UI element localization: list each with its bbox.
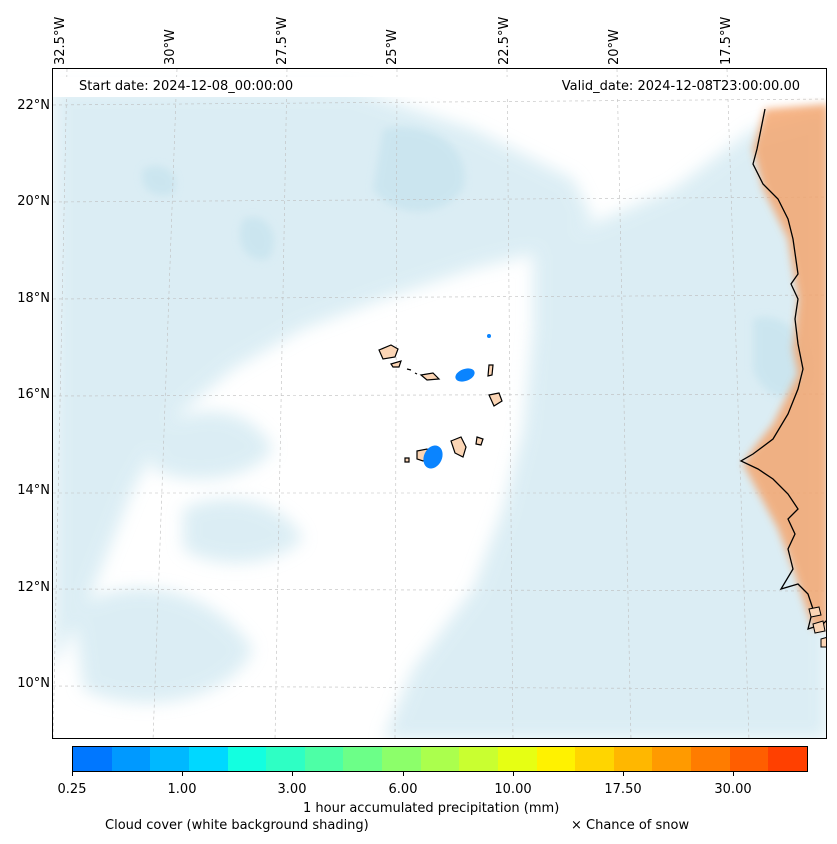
- island-sao-nicolau: [419, 372, 441, 381]
- colorbar-segment-7: [343, 747, 382, 771]
- map-canvas: [53, 69, 826, 738]
- colorbar-segment-14: [613, 747, 653, 771]
- precipitation-colorbar: [72, 746, 808, 772]
- lat-label-18n: 18°N: [17, 291, 50, 306]
- island-santiago: [450, 436, 467, 458]
- colorbar-segment-18: [768, 747, 807, 771]
- start-date-label: Start date: 2024-12-08_00:00:00: [79, 79, 294, 94]
- lon-label-20w: 20°W: [607, 29, 622, 65]
- lat-label-14n: 14°N: [17, 483, 50, 498]
- lat-label-22n: 22°N: [17, 98, 50, 113]
- island-santo-antao: [378, 344, 399, 360]
- colorbar-segment-16: [691, 747, 730, 771]
- africa-landmass: [739, 104, 826, 630]
- colorbar-segment-15: [652, 747, 691, 771]
- lat-label-20n: 20°N: [17, 194, 50, 209]
- lat-label-10n: 10°N: [17, 676, 50, 691]
- colorbar-segment-6: [304, 747, 344, 771]
- lat-label-16n: 16°N: [17, 387, 50, 402]
- lon-label-22-5w: 22.5°W: [497, 16, 512, 65]
- colorbar-segment-3: [188, 747, 228, 771]
- island-sal: [487, 364, 494, 377]
- colorbar-segment-13: [575, 747, 614, 771]
- colorbar-tick-label: 0.25: [57, 782, 87, 797]
- colorbar-tickmark: [72, 772, 73, 776]
- map-panel[interactable]: Start date: 2024-12-08_00:00:00 Valid_da…: [52, 68, 827, 739]
- colorbar-segment-5: [266, 747, 305, 771]
- colorbar-segment-9: [420, 747, 460, 771]
- lon-label-27-5w: 27.5°W: [275, 16, 290, 65]
- cloud-cover-legend: Cloud cover (white background shading): [105, 818, 369, 833]
- colorbar-segment-4: [227, 747, 267, 771]
- cloud-cover-layer: [53, 89, 826, 738]
- colorbar-tick-label: 6.00: [388, 782, 418, 797]
- snow-legend: × Chance of snow: [571, 818, 690, 833]
- colorbar-segment-11: [497, 747, 537, 771]
- precip-cell-south: [423, 445, 443, 469]
- colorbar-tick-label: 17.50: [604, 782, 642, 797]
- cape-verde-islands: [378, 344, 503, 463]
- colorbar-tickmark: [182, 772, 183, 776]
- colorbar-tickmark: [733, 772, 734, 776]
- lon-label-17-5w: 17.5°W: [719, 16, 734, 65]
- island-boa-vista: [488, 392, 503, 407]
- lat-label-12n: 12°N: [17, 580, 50, 595]
- colorbar-tick-label: 10.00: [494, 782, 532, 797]
- colorbar-segment-8: [382, 747, 421, 771]
- valid-date-label: Valid_date: 2024-12-08T23:00:00.00: [561, 79, 800, 94]
- colorbar-tickmark: [623, 772, 624, 776]
- colorbar-tickmark: [513, 772, 514, 776]
- precipitation-layer: [423, 334, 491, 469]
- colorbar-segment-10: [459, 747, 498, 771]
- colorbar-label: 1 hour accumulated precipitation (mm): [303, 801, 560, 816]
- colorbar-tick-label: 3.00: [277, 782, 307, 797]
- island-brava: [404, 457, 410, 463]
- precip-cell-north: [455, 368, 475, 382]
- lon-label-30w: 30°W: [163, 29, 178, 65]
- colorbar-tick-label: 1.00: [167, 782, 197, 797]
- bissagos-islands: [808, 606, 826, 648]
- colorbar-segment-1: [111, 747, 151, 771]
- island-sao-vicente: [390, 360, 402, 368]
- lon-label-25w: 25°W: [385, 29, 400, 65]
- island-maio: [475, 436, 484, 446]
- colorbar-segment-0: [73, 747, 112, 771]
- precip-cell-small: [487, 334, 491, 338]
- colorbar-segment-2: [150, 747, 189, 771]
- colorbar-tickmark: [403, 772, 404, 776]
- colorbar-segment-17: [729, 747, 769, 771]
- lon-label-32-5w: 32.5°W: [53, 16, 68, 65]
- colorbar-tickmark: [292, 772, 293, 776]
- colorbar-segment-12: [536, 747, 576, 771]
- gridlines: [53, 69, 826, 738]
- date-header-bar: [53, 77, 826, 97]
- colorbar-tick-label: 30.00: [714, 782, 752, 797]
